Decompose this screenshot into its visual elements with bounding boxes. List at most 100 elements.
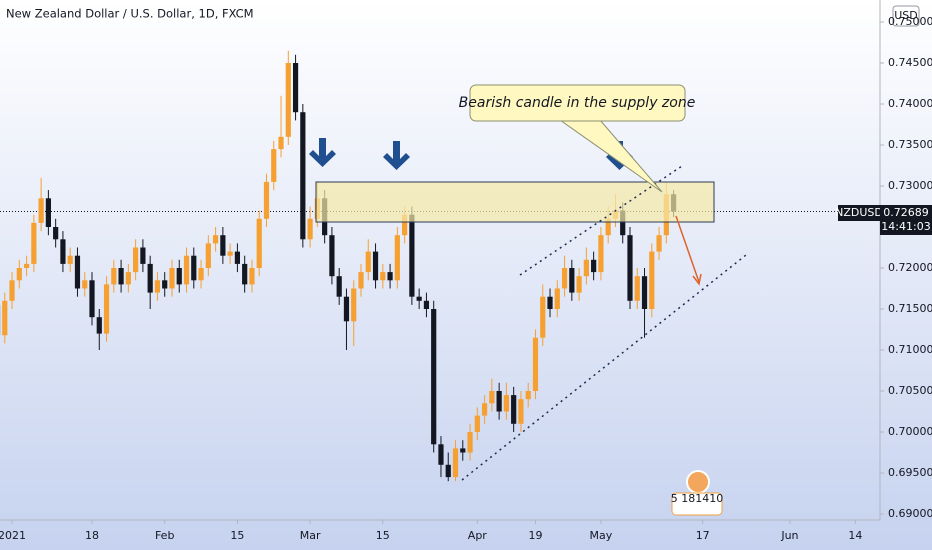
candle-body (474, 415, 480, 432)
y-tick-label: 0.69500 (888, 466, 932, 479)
candle-body (16, 267, 22, 281)
badge-box (671, 492, 723, 516)
chart-title: New Zealand Dollar / U.S. Dollar, 1D, FX… (6, 7, 254, 21)
y-tick-label: 0.74000 (888, 97, 932, 110)
candle-body (365, 251, 371, 273)
candle-body (271, 149, 277, 182)
candle-body (445, 464, 451, 478)
candle-body (409, 214, 415, 297)
candle-body (256, 218, 262, 268)
candle-body (329, 235, 335, 277)
projection-arrow (675, 215, 700, 283)
candle-body (431, 308, 437, 445)
candle-body (460, 448, 466, 453)
candle-body (213, 235, 219, 244)
candle-body (89, 280, 95, 318)
channel-lower (461, 254, 747, 481)
candle-body (234, 251, 241, 264)
y-tick-label: 0.73000 (888, 179, 932, 192)
candle-body (249, 267, 255, 285)
candle-body (649, 251, 655, 309)
x-tick-label: 15 (230, 529, 244, 542)
candle-body (60, 239, 66, 264)
down-arrow (383, 141, 410, 170)
candle-body (641, 276, 648, 309)
x-tick-label: Mar (300, 529, 321, 542)
y-tick-label: 0.75000 (888, 15, 932, 28)
x-tick-label: 2021 (0, 529, 26, 542)
candle-body (452, 448, 459, 478)
candle-body (45, 198, 51, 227)
x-tick-label: May (590, 529, 613, 542)
candle-body (31, 222, 37, 264)
y-tick-label: 0.69000 (888, 507, 932, 520)
candle-body (147, 263, 153, 293)
down-arrow (309, 138, 336, 167)
candle-body (162, 280, 168, 289)
candle-body (496, 390, 502, 412)
candle-body (438, 444, 444, 465)
candle-body (307, 218, 313, 240)
candle-body (227, 251, 233, 256)
y-tick-label: 0.71500 (888, 302, 932, 315)
candle-body (481, 403, 488, 416)
candle-body (125, 272, 131, 285)
candle-body (9, 280, 15, 301)
candle-body (343, 296, 350, 322)
candle-body (358, 272, 364, 289)
candle-body (511, 395, 517, 424)
candle-body (2, 300, 8, 336)
candle-body (569, 267, 575, 293)
candle-body (372, 251, 379, 281)
candle-body (387, 272, 393, 281)
y-tick-label: 0.73500 (888, 138, 932, 151)
candle-body (111, 267, 117, 285)
avatar (686, 470, 710, 494)
annotation: Bearish candle in the supply zone (459, 95, 696, 111)
candle-body (351, 288, 357, 322)
candle-body (133, 247, 139, 273)
candle-body (336, 276, 342, 297)
candle-body (554, 288, 560, 309)
candle-body (532, 337, 539, 391)
candle-body (489, 390, 495, 404)
x-tick-label: 14 (848, 529, 862, 542)
candle-body (176, 267, 182, 285)
y-tick-label: 0.70500 (888, 384, 932, 397)
candle-body (278, 136, 284, 150)
x-tick-label: 17 (696, 529, 710, 542)
candle-body (38, 198, 44, 223)
candle-body (503, 395, 509, 412)
plot (0, 50, 880, 482)
candle-body (576, 276, 582, 293)
countdown: 14:41:03 (881, 220, 930, 233)
last-price: 0.72689 (883, 206, 929, 219)
candle-body (169, 267, 175, 289)
candle-body (300, 112, 306, 240)
x-tick-label: Feb (155, 529, 174, 542)
candle-body (82, 280, 88, 289)
candle-body (598, 235, 604, 273)
candle-body (394, 235, 400, 281)
candle-body (467, 431, 473, 453)
candle-body (74, 255, 81, 289)
y-tick-label: 0.70000 (888, 425, 932, 438)
candle-body (103, 284, 110, 334)
candle-body (656, 235, 662, 252)
candle-body (285, 63, 291, 137)
candle-body (154, 280, 161, 293)
candle-body (518, 399, 524, 424)
x-tick-label: 19 (528, 529, 542, 542)
x-tick-label: Apr (468, 529, 488, 542)
symbol: NZDUSD (835, 206, 883, 219)
candle-body (525, 390, 531, 400)
y-tick-label: 0.72000 (888, 261, 932, 274)
candle-body (67, 255, 73, 264)
x-tick-label: 18 (85, 529, 99, 542)
callout (469, 84, 686, 122)
currency-box (892, 5, 920, 27)
candle-body (140, 247, 146, 264)
candle-body (205, 243, 211, 268)
candle-body (183, 255, 190, 285)
